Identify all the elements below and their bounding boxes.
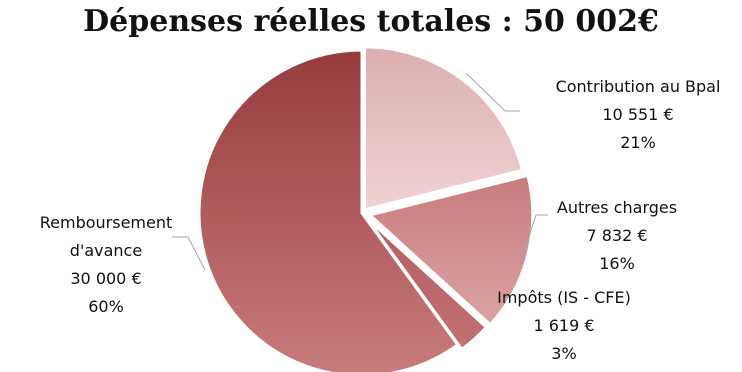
data-label: d'avance — [70, 241, 142, 260]
leader-line — [520, 214, 548, 262]
leader-line — [172, 236, 206, 271]
data-label: 30 000 € — [70, 269, 141, 288]
pie-slice — [197, 48, 460, 372]
data-label: 21% — [620, 133, 656, 152]
data-label: Remboursement — [40, 213, 173, 232]
data-label: 10 551 € — [602, 105, 673, 124]
pie-slice — [364, 216, 489, 352]
data-label: Contribution au Bpal — [556, 77, 721, 96]
data-label: Autres charges — [557, 198, 677, 217]
chart-title: Dépenses réelles totales : 50 002€ — [83, 4, 659, 39]
data-label: Impôts (IS - CFE) — [497, 288, 631, 307]
pie-slice — [362, 45, 525, 212]
data-label: 1 619 € — [533, 316, 594, 335]
data-label: 3% — [551, 344, 576, 363]
data-label: 16% — [599, 254, 635, 273]
leader-line — [465, 72, 520, 112]
data-label: 7 832 € — [586, 226, 647, 245]
pie-slice — [366, 173, 535, 327]
data-label: 60% — [88, 297, 124, 316]
